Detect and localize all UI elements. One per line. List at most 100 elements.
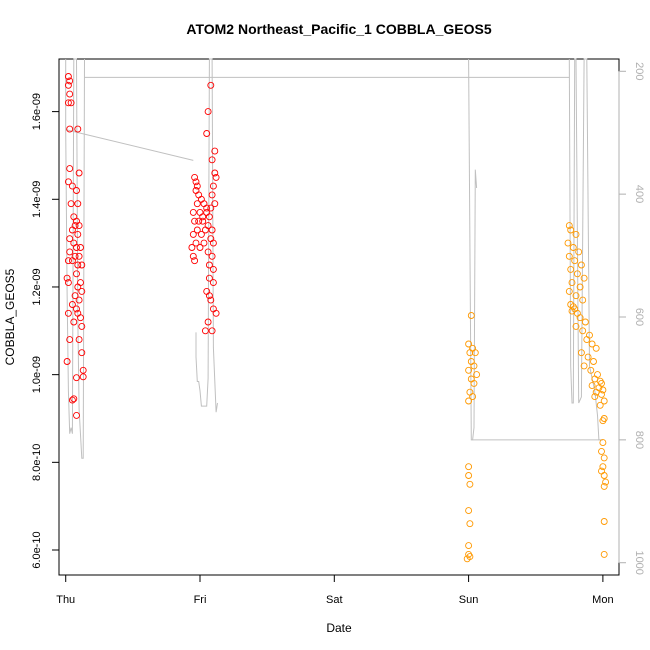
data-point-series-1 bbox=[209, 239, 217, 247]
data-point-series-2 bbox=[564, 239, 572, 247]
data-point-series-1 bbox=[208, 191, 216, 199]
data-point-series-1 bbox=[66, 248, 74, 256]
data-point-series-1 bbox=[192, 178, 200, 186]
data-point-series-2 bbox=[576, 283, 584, 291]
data-point-series-1 bbox=[204, 318, 212, 326]
altitude-line-segment bbox=[195, 58, 218, 413]
data-point-series-2 bbox=[577, 261, 585, 269]
y-tick-label: 1.0e-09 bbox=[31, 356, 43, 393]
data-point-series-1 bbox=[77, 244, 84, 251]
data-point-series-2 bbox=[567, 265, 575, 273]
data-point-series-2 bbox=[572, 322, 580, 330]
data-point-series-2 bbox=[572, 230, 580, 238]
data-point-series-1 bbox=[70, 239, 78, 247]
data-point-series-1 bbox=[193, 226, 201, 234]
data-point-series-1 bbox=[66, 165, 74, 173]
data-point-series-1 bbox=[205, 274, 213, 282]
y2-tick-label: 600 bbox=[633, 308, 645, 326]
y-axis-left: 6.0e-10 8.0e-10 1.0e-09 1.2e-09 1.4e-09 1.6e-… bbox=[31, 93, 60, 569]
data-point-series-1 bbox=[208, 156, 216, 164]
data-point-series-1 bbox=[193, 182, 201, 190]
data-point-series-1 bbox=[203, 130, 211, 137]
data-point-series-2 bbox=[588, 340, 596, 348]
data-point-series-2 bbox=[600, 454, 608, 462]
data-point-series-2 bbox=[602, 478, 610, 486]
data-point-series-1 bbox=[207, 296, 215, 304]
data-point-series-1 bbox=[208, 252, 216, 260]
data-point-series-2 bbox=[583, 336, 591, 344]
data-point-series-1 bbox=[200, 239, 208, 247]
data-point-series-1 bbox=[66, 77, 74, 85]
data-point-series-2 bbox=[600, 482, 608, 490]
data-point-series-1 bbox=[203, 204, 211, 212]
data-point-series-2 bbox=[470, 362, 478, 370]
data-point-series-1 bbox=[78, 322, 86, 330]
data-point-series-1 bbox=[66, 336, 74, 344]
x-tick-label: Sat bbox=[326, 594, 343, 606]
data-point-series-2 bbox=[469, 393, 477, 401]
data-point-series-1 bbox=[75, 336, 83, 344]
data-point-series-1 bbox=[74, 261, 82, 269]
data-point-series-1 bbox=[70, 318, 78, 326]
data-point-series-1 bbox=[199, 217, 207, 225]
data-point-series-1 bbox=[191, 257, 199, 265]
data-point-series-1 bbox=[78, 349, 86, 357]
data-point-series-2 bbox=[579, 296, 587, 304]
y-tick-label: 8.0e-10 bbox=[31, 444, 43, 481]
data-point-series-2 bbox=[581, 318, 589, 326]
data-point-series-2 bbox=[600, 550, 608, 558]
data-point-series-1 bbox=[201, 226, 209, 234]
altitude-line-segment bbox=[468, 58, 478, 441]
data-point-series-1 bbox=[75, 296, 83, 304]
data-point-series-1 bbox=[208, 327, 216, 335]
data-point-series-1 bbox=[79, 366, 87, 374]
data-point-series-1 bbox=[209, 265, 217, 273]
altitude-layer bbox=[65, 58, 603, 459]
data-point-series-1 bbox=[63, 358, 71, 365]
data-point-series-2 bbox=[598, 447, 605, 455]
data-point-series-2 bbox=[596, 401, 604, 409]
data-point-series-2 bbox=[467, 312, 475, 319]
data-point-series-1 bbox=[74, 200, 82, 208]
data-point-series-1 bbox=[191, 217, 199, 225]
x-tick-label: Mon bbox=[592, 594, 613, 606]
data-point-series-1 bbox=[209, 279, 217, 287]
data-point-series-1 bbox=[70, 213, 78, 221]
data-point-series-1 bbox=[73, 305, 80, 313]
data-point-series-1 bbox=[73, 244, 80, 251]
data-point-series-1 bbox=[73, 411, 80, 419]
data-point-series-1 bbox=[203, 208, 211, 216]
data-point-series-2 bbox=[473, 371, 481, 379]
data-point-series-1 bbox=[201, 327, 209, 335]
data-point-series-1 bbox=[78, 261, 86, 269]
data-point-series-2 bbox=[599, 439, 607, 447]
y-axis-label: COBBLA_GEOS5 bbox=[3, 268, 17, 365]
data-point-series-1 bbox=[78, 287, 86, 295]
x-tick-label: Sun bbox=[459, 594, 479, 606]
data-point-series-1 bbox=[68, 257, 76, 265]
data-point-series-1 bbox=[204, 248, 212, 256]
data-point-series-1 bbox=[196, 244, 204, 251]
altitude-line-segment bbox=[65, 129, 194, 161]
data-point-series-2 bbox=[467, 358, 475, 365]
plot-frame bbox=[58, 58, 620, 576]
data-point-series-2 bbox=[465, 542, 473, 550]
data-point-series-2 bbox=[466, 520, 474, 528]
data-point-series-2 bbox=[584, 353, 592, 361]
data-point-series-1 bbox=[77, 279, 84, 287]
data-point-series-2 bbox=[466, 388, 474, 396]
data-point-series-2 bbox=[569, 244, 577, 251]
data-point-series-2 bbox=[598, 390, 605, 398]
data-point-series-1 bbox=[73, 374, 80, 382]
data-point-series-1 bbox=[74, 230, 82, 238]
data-point-series-2 bbox=[567, 226, 575, 234]
data-point-series-1 bbox=[211, 169, 219, 177]
data-point-series-1 bbox=[67, 99, 75, 107]
data-point-series-2 bbox=[599, 417, 607, 425]
data-point-series-1 bbox=[205, 213, 213, 221]
y-tick-label: 6.0e-10 bbox=[31, 531, 43, 568]
y2-tick-label: 1000 bbox=[633, 550, 645, 574]
y-tick-label: 1.2e-09 bbox=[31, 268, 43, 305]
data-point-series-1 bbox=[189, 230, 197, 238]
data-point-series-1 bbox=[195, 217, 203, 225]
